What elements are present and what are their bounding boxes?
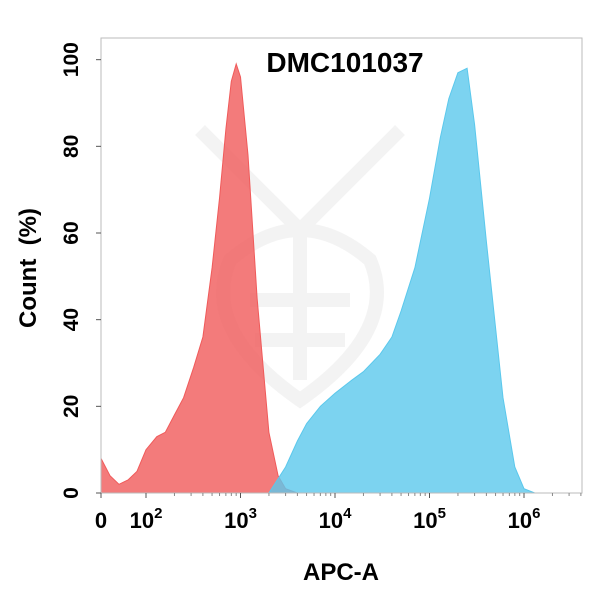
x-tick-label: 103 (224, 505, 257, 533)
x-tick-label: 102 (130, 505, 163, 533)
x-tick-label: 0 (95, 508, 107, 533)
y-tick-label: 20 (60, 395, 83, 418)
y-tick-label: 60 (60, 221, 83, 244)
histogram-series-1 (100, 62, 298, 494)
y-tick-label: 40 (60, 308, 83, 331)
axes: 0204060801000102103104105106107108 (60, 37, 583, 533)
plot-frame (100, 37, 583, 494)
x-tick-label: 106 (508, 505, 541, 533)
x-tick-label: 105 (413, 505, 446, 533)
plot-area (100, 62, 535, 494)
x-axis-title: APC-A (303, 559, 379, 586)
y-tick-label: 80 (60, 135, 83, 158)
y-tick-label: 0 (60, 487, 83, 499)
histogram-series-2 (267, 67, 535, 494)
y-axis-title: Count (%) (15, 208, 42, 328)
chart-title: DMC101037 (266, 47, 423, 78)
y-tick-label: 100 (60, 42, 83, 77)
x-tick-label: 104 (319, 505, 352, 533)
